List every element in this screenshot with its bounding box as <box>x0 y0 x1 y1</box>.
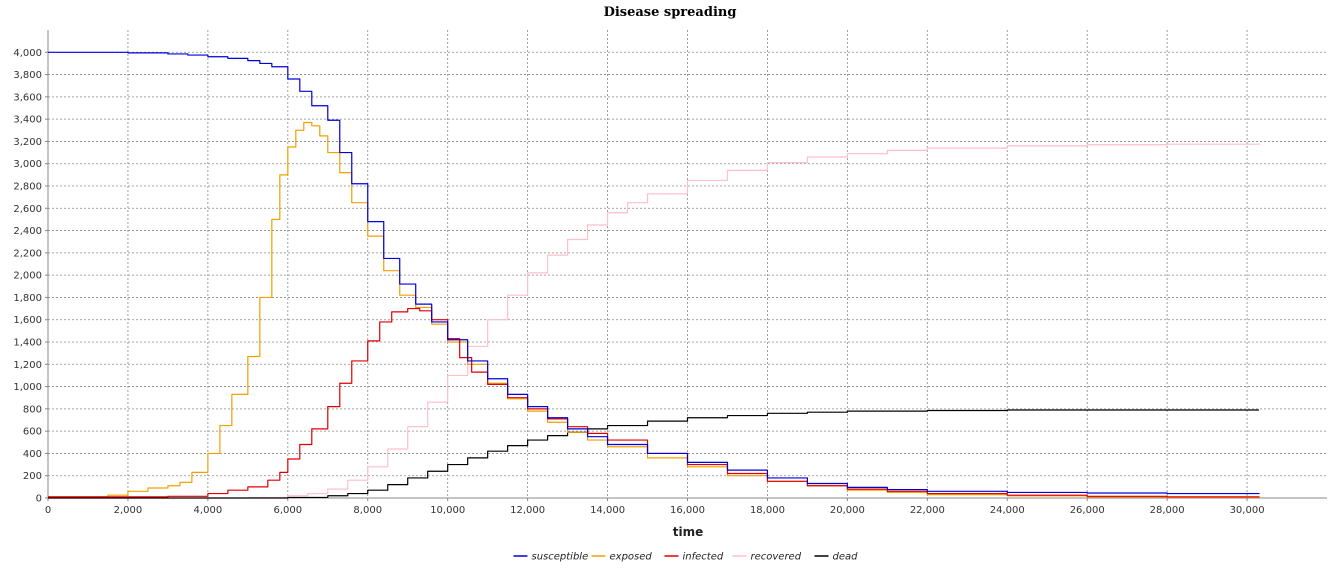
x-tick-label: 22,000 <box>910 505 945 516</box>
y-tick-label: 200 <box>23 471 42 482</box>
x-tick-label: 16,000 <box>670 505 705 516</box>
legend: susceptible exposed infected recovered dead <box>513 552 859 563</box>
y-tick-label: 2,800 <box>13 182 42 193</box>
series-line-recovered <box>48 143 1260 499</box>
y-tick-label: 1,200 <box>13 360 42 371</box>
y-tick-label: 1,000 <box>13 382 42 393</box>
x-tick-label: 18,000 <box>750 505 785 516</box>
y-tick-label: 3,200 <box>13 137 42 148</box>
legend-item-susceptible: susceptible <box>513 552 589 563</box>
y-tick-label: 4,000 <box>13 48 42 59</box>
x-tick-label: 0 <box>45 505 51 516</box>
x-tick-label: 8,000 <box>353 505 382 516</box>
x-tick-label: 4,000 <box>194 505 223 516</box>
x-axis-label: time <box>673 525 704 539</box>
y-tick-label: 1,800 <box>13 293 42 304</box>
y-tick-label: 3,000 <box>13 159 42 170</box>
y-tick-label: 2,000 <box>13 271 42 282</box>
y-tick-label: 1,400 <box>13 338 42 349</box>
y-tick-label: 2,400 <box>13 226 42 237</box>
series-line-susceptible <box>48 51 1260 495</box>
legend-item-recovered: recovered <box>732 552 802 563</box>
legend-label: susceptible <box>532 552 589 563</box>
legend-label: dead <box>833 552 859 563</box>
series-line-exposed <box>48 121 1260 499</box>
x-tick-label: 20,000 <box>830 505 865 516</box>
series-line-dead <box>48 409 1260 499</box>
y-tick-label: 2,600 <box>13 204 42 215</box>
legend-item-dead: dead <box>814 552 859 563</box>
y-tick-label: 3,800 <box>13 70 42 81</box>
x-tick-label: 28,000 <box>1150 505 1185 516</box>
x-tick-label: 30,000 <box>1230 505 1265 516</box>
y-tick-label: 800 <box>23 404 42 415</box>
y-tick-label: 400 <box>23 449 42 460</box>
x-tick-label: 2,000 <box>114 505 143 516</box>
y-tick-label: 1,600 <box>13 315 42 326</box>
x-tick-label: 12,000 <box>510 505 545 516</box>
y-tick-label: 600 <box>23 427 42 438</box>
x-tick-label: 10,000 <box>430 505 465 516</box>
y-tick-label: 2,200 <box>13 248 42 259</box>
series-line-infected <box>48 307 1260 498</box>
x-tick-label: 26,000 <box>1070 505 1105 516</box>
x-tick-label: 14,000 <box>590 505 625 516</box>
legend-label: exposed <box>610 552 653 563</box>
y-tick-label: 0 <box>36 494 42 505</box>
y-axis-ticks: 0 200 400 600 800 1,000 1,200 1,400 1,600 1,800 2,… <box>13 48 48 505</box>
y-tick-label: 3,600 <box>13 92 42 103</box>
legend-label: infected <box>683 552 724 563</box>
x-tick-label: 24,000 <box>990 505 1025 516</box>
legend-item-infected: infected <box>664 552 724 563</box>
series-group <box>48 51 1260 499</box>
x-tick-label: 6,000 <box>273 505 302 516</box>
x-axis-ticks: 0 2,000 4,000 6,000 8,000 10,000 12,000 14,000 1… <box>45 498 1265 516</box>
legend-item-exposed: exposed <box>591 552 653 563</box>
grid <box>48 30 1327 498</box>
y-tick-label: 3,400 <box>13 115 42 126</box>
chart-title: Disease spreading <box>604 5 737 20</box>
legend-label: recovered <box>751 552 802 563</box>
